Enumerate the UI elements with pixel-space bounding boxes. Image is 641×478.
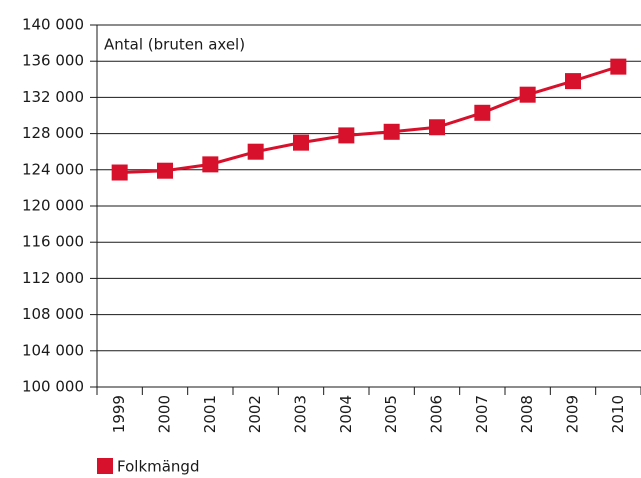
series-line <box>119 65 619 175</box>
legend-label: Folkmängd <box>117 458 199 476</box>
x-tick-label: 2008 <box>518 395 536 433</box>
data-point <box>157 162 173 179</box>
data-point <box>111 164 128 181</box>
y-tick-label: 104 000 <box>22 341 84 359</box>
x-tick-label: 2006 <box>428 395 446 433</box>
x-tick-label: 2000 <box>156 395 174 433</box>
data-point <box>293 134 309 151</box>
y-tick-label: 132 000 <box>22 88 84 106</box>
data-point <box>610 58 627 75</box>
data-point <box>383 123 400 140</box>
x-tick-label: 2010 <box>609 395 627 433</box>
x-tick-label: 2009 <box>564 395 582 433</box>
legend-swatch <box>97 458 113 474</box>
data-point <box>565 73 581 90</box>
x-tick-label: 2002 <box>246 395 264 433</box>
y-tick-label: 136 000 <box>22 52 84 70</box>
y-tick-label: 112 000 <box>22 269 84 287</box>
y-tick-label: 140 000 <box>22 16 84 34</box>
data-point <box>247 143 264 160</box>
x-tick-label: 2003 <box>292 395 310 433</box>
y-tick-label: 120 000 <box>22 197 84 215</box>
annotation: Antal (bruten axel) <box>104 36 245 54</box>
data-point <box>474 104 491 121</box>
x-tick-label: 2005 <box>382 395 400 433</box>
x-tick-label: 2007 <box>473 395 491 433</box>
y-tick-label: 128 000 <box>22 124 84 142</box>
x-tick-label: 1999 <box>110 395 128 433</box>
data-point <box>519 86 536 103</box>
data-point <box>202 156 219 173</box>
data-point <box>429 119 445 136</box>
y-tick-label: 100 000 <box>22 378 84 396</box>
y-tick-label: 116 000 <box>22 233 84 251</box>
y-tick-label: 108 000 <box>22 305 84 323</box>
data-point <box>338 127 355 144</box>
x-tick-label: 2001 <box>201 395 219 433</box>
x-tick-label: 2004 <box>337 395 355 433</box>
y-tick-label: 124 000 <box>22 160 84 178</box>
